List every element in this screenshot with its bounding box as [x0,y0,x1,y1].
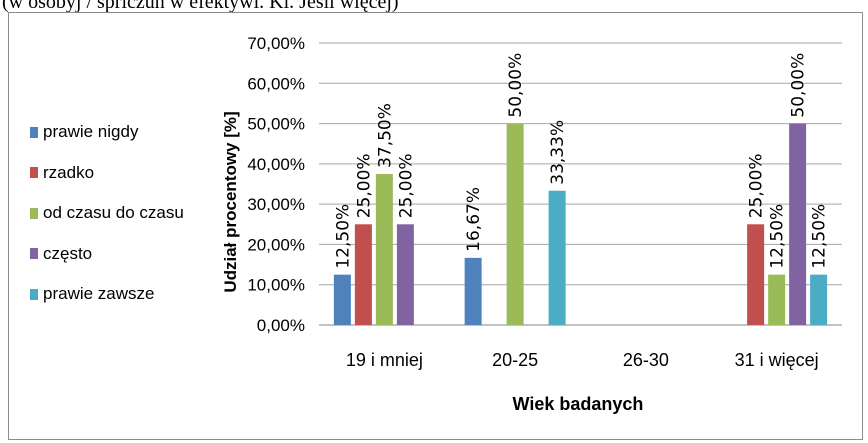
bar [810,274,828,325]
legend: prawie nigdy rzadko od czasu do czasu częst… [30,122,184,325]
bar [464,257,482,325]
y-tick-label: 50,00% [247,115,305,134]
y-tick-label: 60,00% [247,74,305,93]
x-tick-labels: 19 i mniej 20-25 26-30 31 i więcej [346,350,819,370]
bar [354,224,372,325]
y-tick-label: 20,00% [247,235,305,254]
y-tick-label: 30,00% [247,195,305,214]
data-label: 25,00% [396,153,416,218]
bars [333,123,828,325]
y-tick-label: 10,00% [247,276,305,295]
y-axis-label: Udział procentowy [%] [221,111,240,292]
data-label: 25,00% [747,153,767,218]
x-tick-label: 31 i więcej [735,350,819,370]
legend-label: rzadko [43,162,95,182]
bar [333,274,351,325]
data-label: 12,50% [810,204,830,269]
data-label: 25,00% [354,153,374,218]
data-labels: 12,50%25,00%37,50%25,00%16,67%50,00%33,3… [333,53,829,269]
data-label: 50,00% [506,53,526,118]
legend-swatch [30,126,38,138]
legend-swatch [30,248,38,259]
legend-item: od czasu do czasu [30,203,184,223]
legend-item: rzadko [30,163,184,183]
x-tick-label: 20-25 [492,350,538,370]
legend-item: często [30,244,184,264]
data-label: 33,33% [548,120,568,185]
gridlines [319,42,842,326]
data-label: 37,50% [375,103,395,168]
y-tick-labels: 0,00% 10,00% 20,00% 30,00% 40,00% 50,00% 60,00… [247,34,305,335]
bar [768,274,786,325]
legend-label: prawie zawsze [43,284,155,303]
x-tick-label: 19 i mniej [346,350,423,370]
bar [789,123,807,325]
legend-item: prawie zawsze [30,284,184,304]
legend-label: prawie nigdy [43,122,139,141]
top-caption: (w osobyj / spriczuń w efektywi. Ki. Jeś… [2,0,399,13]
data-label: 12,50% [333,204,353,269]
bar [396,224,414,325]
y-tick-label: 0,00% [257,316,305,335]
data-label: 16,67% [464,187,484,252]
y-tick-label: 70,00% [247,34,305,53]
bar [506,123,524,325]
legend-swatch [30,167,38,178]
data-label: 50,00% [789,53,809,118]
legend-swatch [30,207,38,219]
legend-swatch [30,288,38,300]
legend-label: często [43,243,93,263]
x-tick-label: 26-30 [623,350,669,370]
legend-label: od czasu do czasu [43,203,184,222]
bar [747,224,765,325]
data-label: 12,50% [768,204,788,269]
legend-item: prawie nigdy [30,122,184,142]
y-tick-label: 40,00% [247,155,305,174]
bar [548,190,566,325]
x-axis-label: Wiek badanych [513,394,644,414]
bar [375,173,393,325]
